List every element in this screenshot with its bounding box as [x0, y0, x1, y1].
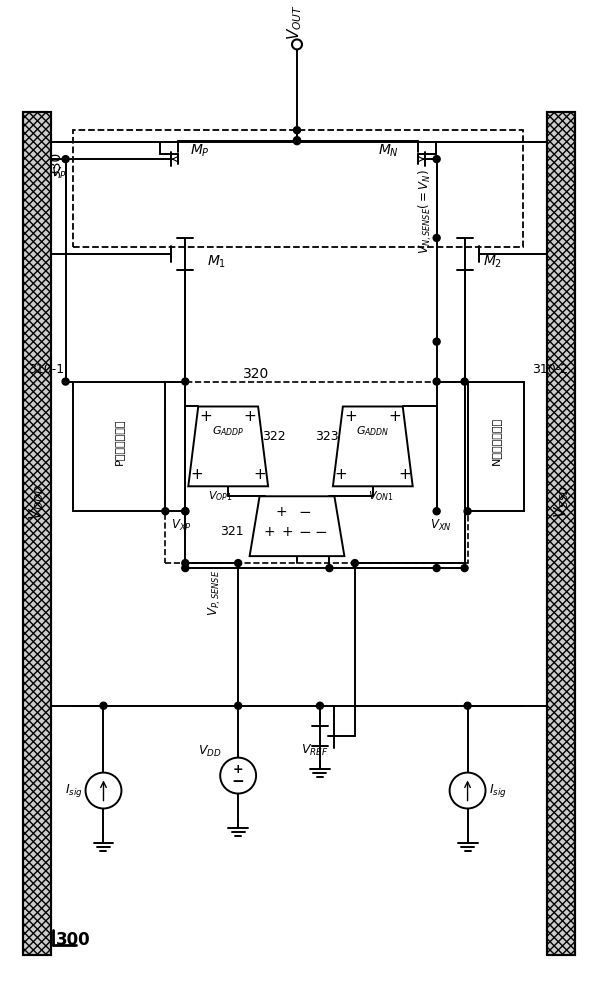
- Text: $M_1$: $M_1$: [207, 254, 226, 270]
- Circle shape: [86, 773, 121, 808]
- Text: $V_{DD}$: $V_{DD}$: [198, 744, 222, 759]
- Circle shape: [293, 127, 301, 134]
- Circle shape: [62, 156, 69, 163]
- Circle shape: [433, 156, 440, 163]
- Bar: [23, 112, 50, 955]
- Text: $M_P$: $M_P$: [190, 143, 210, 159]
- Text: $V_{OP1}$: $V_{OP1}$: [208, 489, 232, 503]
- Circle shape: [182, 508, 189, 515]
- Text: $V_{XP}$: $V_{XP}$: [171, 518, 192, 533]
- Circle shape: [326, 565, 333, 572]
- Text: +: +: [263, 525, 275, 539]
- Text: 300: 300: [56, 931, 90, 949]
- Circle shape: [292, 39, 302, 49]
- Text: $V_{REF}$: $V_{REF}$: [301, 743, 328, 758]
- Bar: [72, 130, 523, 247]
- Text: +: +: [399, 467, 411, 482]
- Text: −: −: [299, 505, 311, 520]
- Circle shape: [100, 702, 107, 709]
- Text: 310-1: 310-1: [29, 363, 65, 376]
- Text: $V_{SSD}$: $V_{SSD}$: [552, 484, 571, 518]
- Text: P路径侦测电路: P路径侦测电路: [114, 418, 124, 465]
- Circle shape: [464, 702, 471, 709]
- Circle shape: [450, 773, 485, 808]
- Circle shape: [293, 138, 301, 145]
- Text: $V_{XN}$: $V_{XN}$: [430, 518, 451, 533]
- Text: $V_{DDD}$: $V_{DDD}$: [27, 483, 46, 520]
- Circle shape: [182, 560, 189, 567]
- Circle shape: [293, 137, 301, 144]
- Text: 322: 322: [262, 430, 286, 443]
- Circle shape: [352, 560, 358, 567]
- Text: +: +: [244, 409, 257, 424]
- Circle shape: [317, 702, 324, 709]
- Polygon shape: [249, 496, 345, 556]
- Circle shape: [433, 508, 440, 515]
- Circle shape: [62, 378, 69, 385]
- Circle shape: [461, 378, 468, 385]
- Text: $V_{N,SENSE}(=V_N)$: $V_{N,SENSE}(=V_N)$: [417, 170, 434, 254]
- Text: +: +: [345, 409, 357, 424]
- Text: 320: 320: [243, 367, 270, 381]
- Text: $V_{OUT}$: $V_{OUT}$: [286, 5, 304, 40]
- Text: $G_{ADDN}$: $G_{ADDN}$: [356, 425, 390, 438]
- Circle shape: [433, 565, 440, 572]
- Text: $V_{P,SENSE}$: $V_{P,SENSE}$: [207, 570, 223, 616]
- Text: $I_{sig}$: $I_{sig}$: [65, 782, 83, 799]
- Circle shape: [182, 508, 189, 515]
- Circle shape: [182, 565, 189, 572]
- Text: −: −: [299, 525, 311, 540]
- Circle shape: [220, 758, 256, 794]
- Text: +: +: [281, 525, 293, 539]
- Text: +: +: [254, 467, 267, 482]
- Text: $G_{ADDP}$: $G_{ADDP}$: [212, 425, 245, 438]
- Text: +: +: [233, 763, 244, 776]
- Bar: [23, 112, 50, 955]
- Text: +: +: [200, 409, 213, 424]
- Circle shape: [461, 565, 468, 572]
- Bar: [547, 112, 576, 955]
- Text: 330: 330: [49, 151, 62, 177]
- Bar: [467, 382, 525, 511]
- Circle shape: [433, 378, 440, 385]
- Text: +: +: [190, 467, 203, 482]
- Text: −: −: [315, 525, 327, 540]
- Text: $V_{ON1}$: $V_{ON1}$: [368, 489, 394, 503]
- Text: $I_{sig}$: $I_{sig}$: [488, 782, 507, 799]
- Circle shape: [433, 234, 440, 241]
- Circle shape: [182, 378, 189, 385]
- Circle shape: [433, 338, 440, 345]
- Text: 323: 323: [315, 430, 339, 443]
- Text: 310-2: 310-2: [532, 363, 568, 376]
- Polygon shape: [333, 406, 413, 486]
- Text: N路径侦测电路: N路径侦测电路: [491, 417, 501, 465]
- Circle shape: [162, 508, 169, 515]
- Text: $M_N$: $M_N$: [378, 143, 399, 159]
- Circle shape: [464, 508, 471, 515]
- Circle shape: [235, 560, 242, 567]
- Text: $V_P$: $V_P$: [50, 166, 67, 181]
- Bar: [72, 382, 165, 511]
- Text: +: +: [334, 467, 347, 482]
- Circle shape: [235, 702, 242, 709]
- Text: $M_2$: $M_2$: [482, 254, 502, 270]
- Text: 321: 321: [220, 525, 244, 538]
- Text: −: −: [232, 774, 245, 789]
- Bar: [165, 382, 467, 563]
- Bar: [547, 112, 576, 955]
- Polygon shape: [188, 406, 268, 486]
- Text: +: +: [275, 505, 287, 519]
- Text: +: +: [388, 409, 401, 424]
